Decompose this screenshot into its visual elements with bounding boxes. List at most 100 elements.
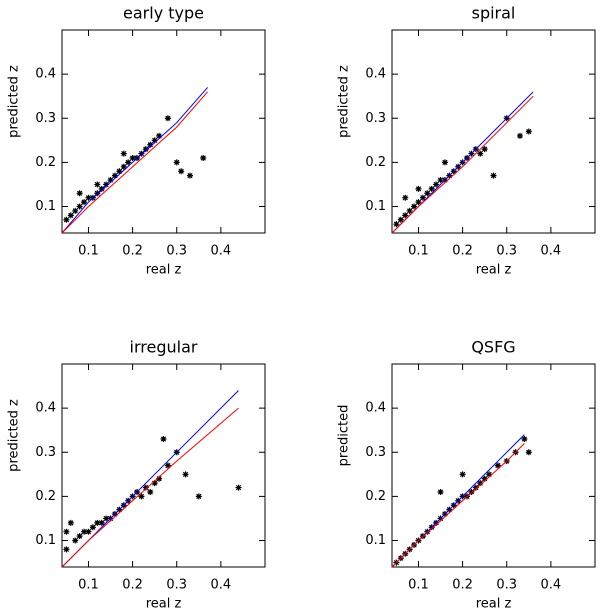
data-point <box>419 194 426 201</box>
plot-frame <box>391 363 596 568</box>
y-tick-label: 0.2 <box>365 155 386 170</box>
data-point <box>125 159 132 166</box>
data-point <box>76 190 83 197</box>
data-point <box>147 488 154 495</box>
data-point <box>182 471 189 478</box>
y-tick-label: 0.1 <box>35 533 56 548</box>
data-point <box>441 159 448 166</box>
data-point <box>402 194 409 201</box>
y-axis-label: predicted z <box>7 65 22 138</box>
data-point <box>481 146 488 153</box>
y-tick-label: 0.4 <box>365 67 386 82</box>
x-tick-label: 0.1 <box>78 578 99 593</box>
x-tick-label: 0.1 <box>78 244 99 259</box>
y-axis-label: predicted z <box>337 65 352 138</box>
data-point <box>98 185 105 192</box>
data-point <box>521 436 528 443</box>
y-tick-label: 0.1 <box>35 199 56 214</box>
data-point <box>173 159 180 166</box>
data-point <box>138 493 145 500</box>
x-axis-label: real z <box>146 597 182 612</box>
data-point <box>94 519 101 526</box>
data-point <box>164 115 171 122</box>
data-point <box>142 146 149 153</box>
x-tick-label: 0.1 <box>408 578 429 593</box>
data-point <box>107 177 114 184</box>
plot-frame <box>391 29 596 234</box>
data-point <box>428 185 435 192</box>
data-point <box>178 168 185 175</box>
y-tick-label: 0.4 <box>35 67 56 82</box>
data-point <box>103 181 110 188</box>
data-point <box>89 524 96 531</box>
data-point <box>481 475 488 482</box>
y-tick-label: 0.4 <box>35 401 56 416</box>
data-point <box>67 212 74 219</box>
plot-frame <box>61 29 266 234</box>
data-point <box>160 436 167 443</box>
data-point <box>406 207 413 214</box>
y-tick-label: 0.2 <box>365 489 386 504</box>
data-point <box>103 515 110 522</box>
x-tick-label: 0.2 <box>122 578 143 593</box>
chart-title: early type <box>123 4 204 23</box>
data-point <box>111 172 118 179</box>
data-point <box>81 199 88 206</box>
data-point <box>72 207 79 214</box>
plot-frame <box>61 363 266 568</box>
data-point <box>459 471 466 478</box>
x-tick-label: 0.2 <box>452 244 473 259</box>
data-point <box>142 484 149 491</box>
x-tick-label: 0.4 <box>211 244 232 259</box>
data-point <box>94 190 101 197</box>
y-tick-label: 0.3 <box>365 111 386 126</box>
data-point <box>76 533 83 540</box>
data-point <box>424 190 431 197</box>
data-point <box>397 216 404 223</box>
model-line <box>391 443 525 568</box>
chart-title: QSFG <box>471 338 515 357</box>
data-point <box>81 528 88 535</box>
x-tick-label: 0.3 <box>496 244 517 259</box>
data-point <box>200 154 207 161</box>
data-point <box>129 154 136 161</box>
data-point <box>525 128 532 135</box>
data-point <box>138 150 145 157</box>
data-point <box>164 462 171 469</box>
data-point <box>156 475 163 482</box>
data-point <box>63 546 70 553</box>
x-axis-label: real z <box>476 597 512 612</box>
data-point <box>393 221 400 228</box>
data-point <box>486 471 493 478</box>
data-point <box>433 181 440 188</box>
model-line <box>61 91 208 234</box>
data-point <box>477 480 484 487</box>
data-point <box>120 163 127 170</box>
data-point <box>477 150 484 157</box>
model-line <box>61 407 239 568</box>
data-point <box>120 150 127 157</box>
x-tick-label: 0.2 <box>452 578 473 593</box>
data-point <box>98 519 105 526</box>
x-tick-label: 0.4 <box>541 578 562 593</box>
data-point <box>151 480 158 487</box>
data-point <box>490 172 497 179</box>
x-tick-label: 0.3 <box>166 578 187 593</box>
x-tick-label: 0.4 <box>211 578 232 593</box>
data-point <box>468 488 475 495</box>
y-tick-label: 0.2 <box>35 155 56 170</box>
x-tick-label: 0.2 <box>122 244 143 259</box>
y-tick-label: 0.3 <box>35 445 56 460</box>
data-point <box>156 132 163 139</box>
x-axis-label: real z <box>476 263 512 278</box>
data-point <box>494 462 501 469</box>
y-tick-label: 0.1 <box>365 199 386 214</box>
panel: QSFG 0.1 0.2 0.3 0.4 0.1 0.2 0.3 0.4 real z predic… <box>337 338 596 612</box>
data-point <box>516 132 523 139</box>
x-tick-label: 0.3 <box>496 578 517 593</box>
y-tick-label: 0.3 <box>365 445 386 460</box>
data-point <box>85 528 92 535</box>
panel: early type 0.1 0.2 0.3 0.4 0.1 0.2 0.3 0.4 real z… <box>7 4 266 278</box>
panel: irregular 0.1 0.2 0.3 0.4 0.1 0.2 0.3 0.4 real z p… <box>7 338 266 612</box>
